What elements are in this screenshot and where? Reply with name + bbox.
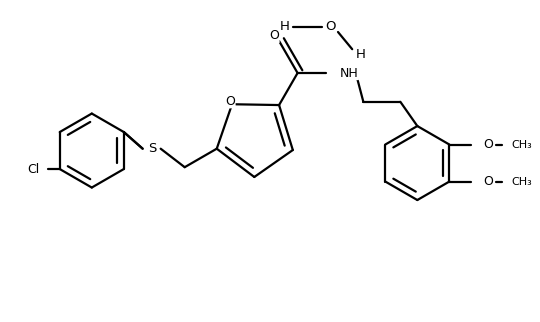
Text: O: O: [269, 30, 279, 43]
Text: O: O: [325, 21, 335, 33]
Text: O: O: [483, 175, 492, 188]
Text: CH₃: CH₃: [512, 139, 532, 149]
Text: S: S: [148, 142, 157, 155]
Text: NH: NH: [340, 67, 359, 80]
Text: O: O: [225, 95, 235, 108]
Text: CH₃: CH₃: [512, 176, 532, 186]
Text: O: O: [483, 138, 492, 151]
Text: H: H: [355, 48, 365, 61]
Text: H: H: [280, 21, 290, 33]
Text: Cl: Cl: [28, 163, 40, 175]
